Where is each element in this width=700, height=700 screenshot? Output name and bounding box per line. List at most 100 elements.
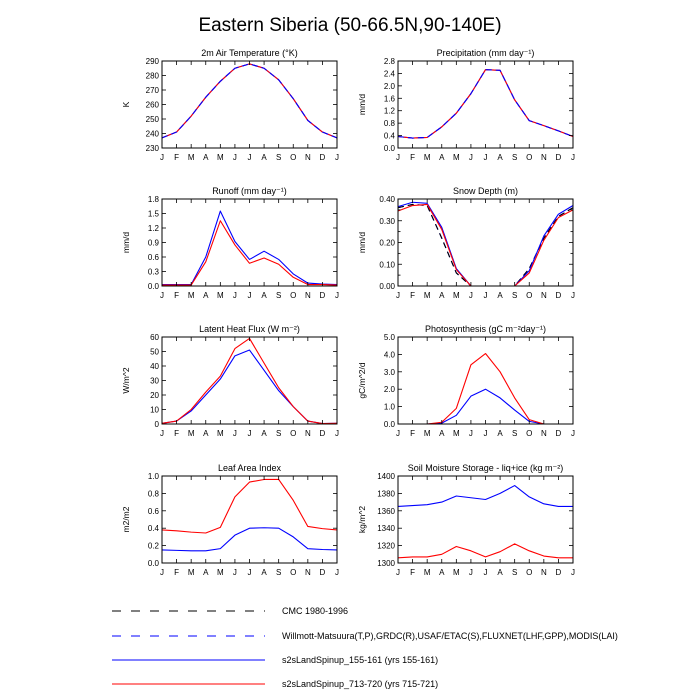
y-tick-label: 60 [150,333,159,342]
x-tick-label: J [396,291,400,300]
y-tick-label: 2.0 [384,82,396,91]
x-tick-label: O [526,568,532,577]
series-line-run155 [162,210,338,286]
y-axis-label: m2/m2 [121,506,131,532]
y-tick-label: 2.0 [384,385,396,394]
series-line-run713 [397,69,574,139]
x-tick-label: M [217,568,224,577]
x-tick-label: A [497,153,503,162]
x-tick-label: J [248,153,252,162]
x-tick-label: O [290,153,296,162]
x-tick-label: D [556,568,562,577]
x-tick-label: A [497,291,503,300]
x-tick-label: J [396,429,400,438]
plot-frame [161,60,338,149]
x-tick-label: F [410,153,415,162]
x-tick-label: M [453,153,460,162]
y-tick-label: 50 [150,348,159,357]
x-tick-label: M [424,291,431,300]
x-tick-label: S [276,153,281,162]
y-axis-label: kg/m^2 [357,506,367,533]
x-tick-label: M [217,429,224,438]
x-tick-label: N [541,429,547,438]
y-tick-label: 0.3 [148,268,160,277]
series-line-run713 [162,220,338,286]
series-line-obs [397,203,574,287]
x-tick-label: J [571,429,575,438]
x-tick-label: D [556,429,562,438]
y-tick-label: 4.0 [384,350,396,359]
x-tick-label: A [261,291,267,300]
y-tick-label: 1360 [377,507,395,516]
y-tick-label: 0.0 [384,144,396,153]
x-tick-label: S [276,568,281,577]
x-tick-label: M [188,153,195,162]
y-tick-label: 1320 [377,542,395,551]
series-line-run155 [397,69,574,139]
y-tick-label: 1.6 [384,94,396,103]
x-tick-label: J [248,429,252,438]
y-tick-label: 0.20 [379,239,395,248]
x-tick-label: D [556,153,562,162]
y-tick-label: 2.8 [384,57,396,66]
y-tick-label: 0.4 [148,524,160,533]
y-tick-label: 0.00 [379,282,395,291]
x-tick-label: N [305,291,311,300]
series-line-run155 [397,485,573,508]
x-tick-label: D [556,291,562,300]
x-tick-label: M [453,291,460,300]
x-tick-label: M [424,568,431,577]
series-line-run713 [161,63,338,139]
panels: 2m Air Temperature (°K) K 230 240 250 260 270 2… [121,48,575,577]
y-tick-label: 0.0 [384,420,396,429]
x-tick-label: J [233,568,237,577]
panel-8: Soil Moisture Storage - liq+ice (kg m⁻²)… [357,463,575,577]
x-tick-label: F [410,429,415,438]
y-tick-label: 0.9 [148,239,160,248]
x-tick-label: J [571,153,575,162]
x-tick-label: J [335,291,339,300]
x-tick-label: S [512,291,517,300]
y-tick-label: 280 [146,72,160,81]
x-tick-label: J [571,568,575,577]
x-tick-label: M [424,153,431,162]
x-tick-label: J [396,153,400,162]
x-tick-label: A [203,153,209,162]
y-axis-label: gC/m^2/d [357,362,367,398]
y-tick-label: 1300 [377,559,395,568]
y-axis-label: mm/d [121,232,131,254]
series-line-run155 [397,201,574,287]
legend: CMC 1980-1996 Willmott-Matsuura(T,P),GRDC… [112,606,618,689]
x-tick-label: S [276,291,281,300]
x-tick-label: O [526,291,532,300]
x-tick-label: J [160,153,164,162]
figure-title: Eastern Siberia (50-66.5N,90-140E) [198,15,501,36]
x-tick-label: N [305,568,311,577]
y-tick-label: 1400 [377,472,395,481]
y-tick-label: 0.2 [148,542,160,551]
x-tick-label: A [439,291,445,300]
y-tick-label: 1.2 [384,107,396,116]
y-tick-label: 0.0 [148,282,160,291]
y-tick-label: 0.10 [379,260,395,269]
y-axis-label: K [121,101,131,107]
x-tick-label: F [174,153,179,162]
x-tick-label: J [396,568,400,577]
x-tick-label: F [410,568,415,577]
y-tick-label: 1.2 [148,224,160,233]
x-tick-label: J [469,568,473,577]
x-tick-label: S [512,568,517,577]
x-tick-label: N [541,568,547,577]
x-tick-label: J [248,568,252,577]
x-tick-label: N [305,429,311,438]
x-tick-label: J [160,429,164,438]
x-tick-label: A [261,153,267,162]
panel-6: Photosynthesis (gC m⁻²day⁻¹) gC/m^2/d 0.0 1… [357,324,575,438]
series-line-run155 [161,63,338,139]
x-tick-label: J [233,429,237,438]
y-tick-label: 2.4 [384,69,396,78]
series-line-obs [161,63,338,139]
x-tick-label: M [188,429,195,438]
y-tick-label: 290 [146,57,160,66]
y-tick-label: 250 [146,115,160,124]
